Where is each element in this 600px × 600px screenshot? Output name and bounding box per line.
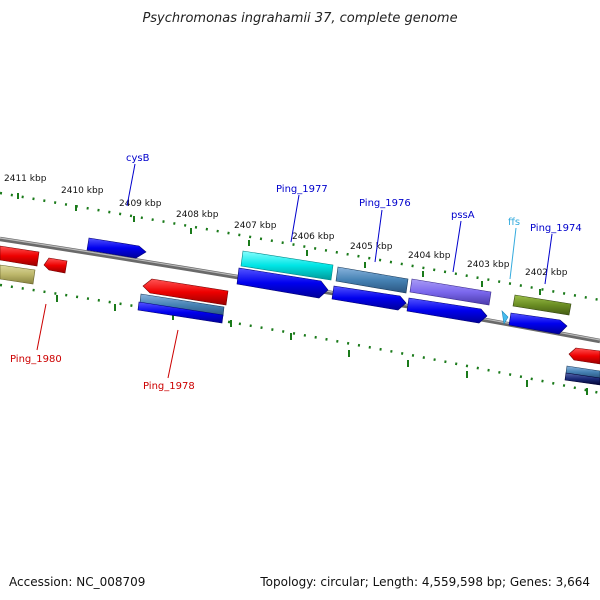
map-title: Psychromonas ingrahamii 37, complete gen… <box>142 11 457 26</box>
feature-cysB-cds[interactable] <box>86 237 147 259</box>
tick-label: 2408 kbp <box>176 210 219 220</box>
gene-label-ffs[interactable]: ffs <box>508 217 520 228</box>
feature-right-navy[interactable] <box>564 372 600 386</box>
label-leaders-below <box>36 303 179 379</box>
accession-text: Accession: NC_008709 <box>9 575 145 589</box>
gene-label-Ping_1980[interactable]: Ping_1980 <box>10 354 62 365</box>
feature-right-red[interactable] <box>568 347 600 365</box>
gene-label-pssA[interactable]: pssA <box>451 210 475 221</box>
tick-label: 2404 kbp <box>408 251 451 261</box>
gene-label-Ping_1974[interactable]: Ping_1974 <box>530 223 582 234</box>
gene-label-Ping_1978[interactable]: Ping_1978 <box>143 381 195 392</box>
feature-Ping_1980-cds[interactable] <box>0 245 40 267</box>
tick-label: 2409 kbp <box>119 199 162 209</box>
label-leaders-above <box>126 163 553 285</box>
gene-label-cysB[interactable]: cysB <box>126 153 150 164</box>
feature-Ping_1980-khaki[interactable] <box>0 264 36 285</box>
feature-ffs-rna[interactable] <box>501 310 509 325</box>
tick-label: 2407 kbp <box>234 221 277 231</box>
feature-Ping_1978-cds[interactable] <box>142 278 229 306</box>
gene-label-Ping_1976[interactable]: Ping_1976 <box>359 198 411 209</box>
gene-label-Ping_1977[interactable]: Ping_1977 <box>276 184 328 195</box>
outer-major-ticks <box>17 193 541 295</box>
feature-Ping_1976-cds-lower[interactable] <box>331 285 407 311</box>
feature-right-steel[interactable] <box>565 365 600 379</box>
feature-Ping_1974-cds[interactable] <box>508 312 568 335</box>
feature-pssA-cds[interactable] <box>409 278 492 306</box>
tick-label: 2410 kbp <box>61 186 104 196</box>
feature-Ping_1977-cds[interactable] <box>236 267 329 299</box>
feature-Ping_1974-olive[interactable] <box>512 294 572 316</box>
inner-major-ticks <box>56 295 588 395</box>
inner-tick-ring <box>0 283 600 395</box>
tick-label: 2405 kbp <box>350 242 393 252</box>
tick-label: 2406 kbp <box>292 232 335 242</box>
genome-summary-text: Topology: circular; Length: 4,559,598 bp… <box>259 575 590 589</box>
feature-Ping_1977-rna[interactable] <box>240 250 334 281</box>
tick-label: 2403 kbp <box>467 260 510 270</box>
feature-Ping_1980-small[interactable] <box>43 257 68 274</box>
tick-label: 2411 kbp <box>4 174 47 184</box>
feature-Ping_1978-blue[interactable] <box>137 301 224 324</box>
feature-Ping_1976-cds[interactable] <box>335 266 409 294</box>
feature-pssA-cds-lower[interactable] <box>406 297 488 324</box>
